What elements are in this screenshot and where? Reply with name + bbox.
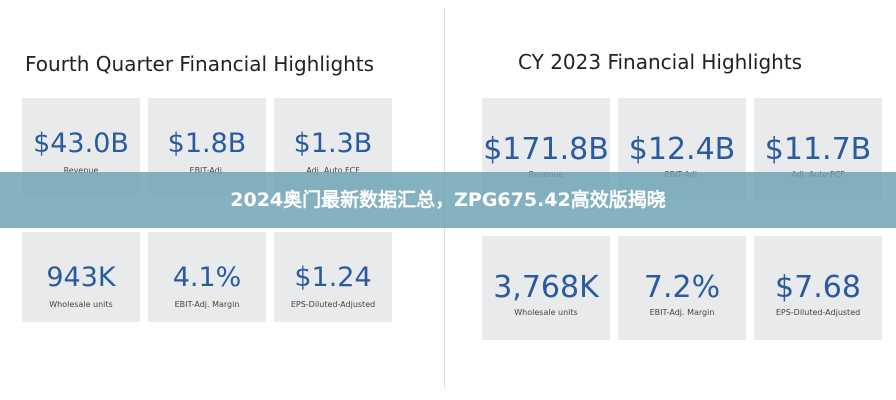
metric-value: $7.68 [775, 270, 861, 305]
metric-tile: $7.68 EPS-Diluted-Adjusted [754, 236, 882, 340]
metric-label: Wholesale units [514, 308, 578, 317]
metric-label: EPS-Diluted-Adjusted [290, 300, 376, 309]
metric-value: $1.24 [294, 262, 372, 293]
metric-tile: 4.1% EBIT-Adj. Margin [148, 232, 266, 322]
metric-value: $43.0B [33, 128, 129, 159]
metric-tile: 943K Wholesale units [22, 232, 140, 322]
metric-label: Wholesale units [49, 300, 113, 309]
metric-value: $12.4B [628, 132, 736, 167]
metric-label: EPS-Diluted-Adjusted [775, 308, 861, 317]
metric-label: Revenue [63, 166, 99, 175]
metric-value: $11.7B [764, 132, 872, 167]
metric-value: 7.2% [643, 270, 721, 305]
metric-value: 4.1% [172, 262, 242, 293]
metric-label: EBIT-Adj. Margin [174, 300, 240, 309]
banner: 2024奥门最新数据汇总，ZPG675.42高效版揭晓 [0, 172, 896, 228]
metric-value: 3,768K [493, 270, 599, 305]
metric-tile: 3,768K Wholesale units [482, 236, 610, 340]
metric-tile: 7.2% EBIT-Adj. Margin [618, 236, 746, 340]
metric-label: Adj. Auto FCF [306, 166, 360, 175]
panel-title: CY 2023 Financial Highlights [518, 50, 803, 74]
metric-value: $1.8B [167, 128, 247, 159]
metric-tile: $1.24 EPS-Diluted-Adjusted [274, 232, 392, 322]
metric-label: EBIT-Adj. [189, 166, 225, 175]
panel-title: Fourth Quarter Financial Highlights [25, 52, 375, 76]
metric-value: 943K [46, 262, 116, 293]
metric-label: EBIT-Adj. Margin [649, 308, 715, 317]
metric-value: $1.3B [293, 128, 373, 159]
metric-value: $171.8B [483, 132, 609, 167]
